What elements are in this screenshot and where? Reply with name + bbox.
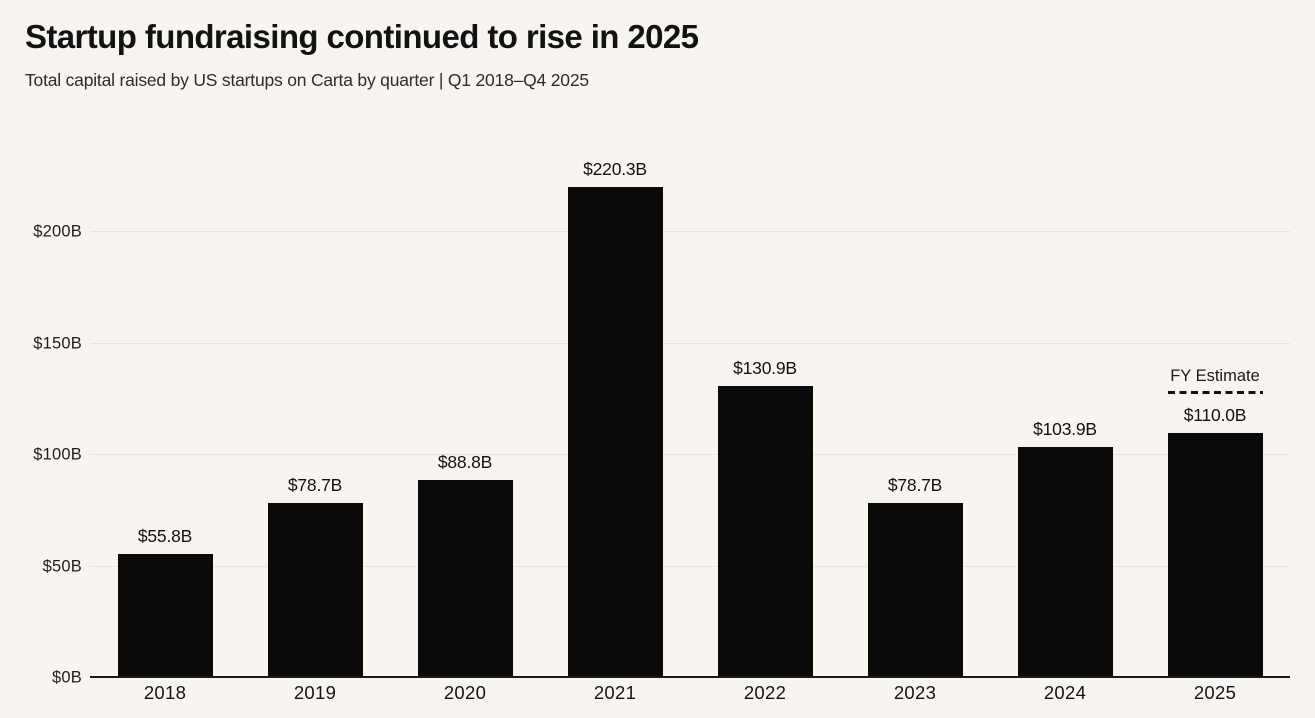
bar-value-label: $110.0B (1183, 404, 1247, 425)
bar-value-label: $130.9B (733, 358, 797, 379)
bar-2019 (267, 502, 363, 678)
chart-header: Startup fundraising continued to rise in… (25, 18, 1290, 91)
y-axis: $0B $50B $100B $150B $200B (0, 150, 82, 687)
bar-value-label: $55.8B (137, 525, 193, 546)
x-tick-label-2024: 2024 (1043, 682, 1087, 703)
bar-column-2019: $78.7B (240, 150, 390, 678)
bar-value-label: $103.9B (1033, 418, 1097, 439)
fy-estimate-annotation: FY Estimate (1167, 367, 1263, 394)
bar-column-2021: $220.3B (540, 150, 690, 678)
bar-value-label: $220.3B (583, 159, 647, 180)
bar-columns: $55.8B $78.7B $88.8B $220.3B $130.9B $78.7B $1… (90, 150, 1290, 678)
gridline (90, 454, 1290, 456)
x-tick-label-2022: 2022 (743, 682, 787, 703)
y-tick-label: $100B (33, 445, 82, 464)
bar-value-label: $78.7B (887, 474, 943, 495)
bar-2024 (1017, 446, 1113, 678)
gridline (90, 231, 1290, 233)
x-tick-label-2018: 2018 (143, 682, 187, 703)
bar-value-label: $78.7B (287, 474, 343, 495)
x-tick-label-2025: 2025 (1193, 682, 1237, 703)
bar-column-2024: $103.9B (990, 150, 1140, 678)
y-tick-label: $150B (33, 334, 82, 353)
x-tick-label-2023: 2023 (893, 682, 937, 703)
fy-estimate-dashed-line (1167, 391, 1263, 394)
bar-2022 (717, 386, 813, 678)
bar-2018 (117, 553, 213, 678)
bar-2020 (417, 480, 513, 678)
bar-2025 (1167, 432, 1263, 678)
x-axis-baseline (90, 676, 1290, 678)
bar-2021 (567, 187, 663, 678)
x-axis: 2018 2019 2020 2021 2022 2023 2024 2025 (90, 682, 1290, 704)
chart-subtitle: Total capital raised by US startups on C… (25, 70, 589, 90)
fy-estimate-label: FY Estimate (1170, 367, 1260, 386)
bar-column-2022: $130.9B (690, 150, 840, 678)
y-tick-label: $0B (52, 668, 82, 687)
plot-area: $55.8B $78.7B $88.8B $220.3B $130.9B $78.7B $1… (90, 150, 1290, 678)
y-tick-label: $50B (42, 557, 82, 576)
bar-value-label: $88.8B (437, 452, 493, 473)
bar-column-2018: $55.8B (90, 150, 240, 678)
bar-column-2023: $78.7B (840, 150, 990, 678)
gridline (90, 565, 1290, 567)
bar-column-2020: $88.8B (390, 150, 540, 678)
gridline (90, 342, 1290, 344)
x-tick-label-2020: 2020 (443, 682, 487, 703)
y-tick-label: $200B (33, 222, 82, 241)
bar-column-2025: FY Estimate $110.0B (1140, 150, 1290, 678)
x-tick-label-2019: 2019 (293, 682, 337, 703)
bar-2023 (867, 502, 963, 678)
chart-title: Startup fundraising continued to rise in… (25, 18, 699, 55)
x-tick-label-2021: 2021 (593, 682, 637, 703)
